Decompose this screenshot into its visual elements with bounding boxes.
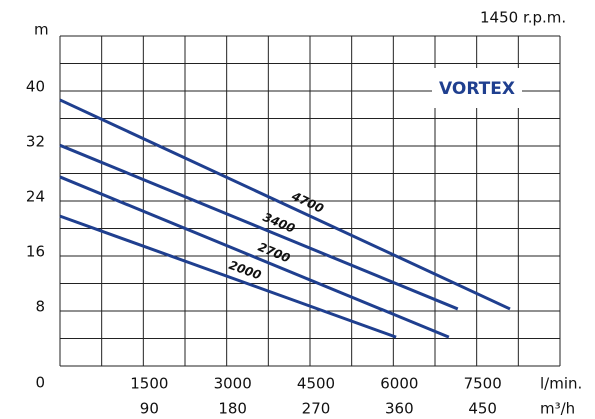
speed-label: 1450 r.p.m. — [480, 9, 566, 27]
x2-axis-label: m³/h — [540, 400, 575, 418]
curve — [59, 214, 397, 339]
x-tick-label: 6000 — [380, 375, 418, 393]
x-axis-label: l/min. — [540, 375, 582, 393]
curve — [59, 143, 459, 311]
x2-tick-label: 180 — [218, 400, 247, 418]
y-axis-label: m — [34, 21, 49, 39]
y-tick-label: 8 — [35, 298, 45, 316]
brand-box — [432, 68, 522, 108]
x-tick-label: 3000 — [214, 375, 252, 393]
curve — [59, 175, 450, 339]
x-tick-label: 7500 — [464, 375, 502, 393]
x-tick-label: 1500 — [130, 375, 168, 393]
curve-label: 2700 — [256, 240, 292, 266]
y-tick-label: 24 — [26, 188, 45, 206]
curve — [59, 98, 511, 311]
x2-tick-label: 450 — [468, 400, 497, 418]
y-tick-label: 32 — [26, 133, 45, 151]
curve-label: 3400 — [261, 210, 297, 236]
curve-label: 4700 — [289, 189, 326, 216]
x2-tick-label: 360 — [385, 400, 414, 418]
brand-label: VORTEX — [439, 79, 515, 99]
y-tick-label: 16 — [26, 243, 45, 261]
x2-tick-label: 90 — [140, 400, 159, 418]
y-tick-label: 0 — [35, 374, 45, 392]
x-tick-label: 4500 — [297, 375, 335, 393]
y-tick-label: 40 — [26, 78, 45, 96]
x2-tick-label: 270 — [302, 400, 331, 418]
